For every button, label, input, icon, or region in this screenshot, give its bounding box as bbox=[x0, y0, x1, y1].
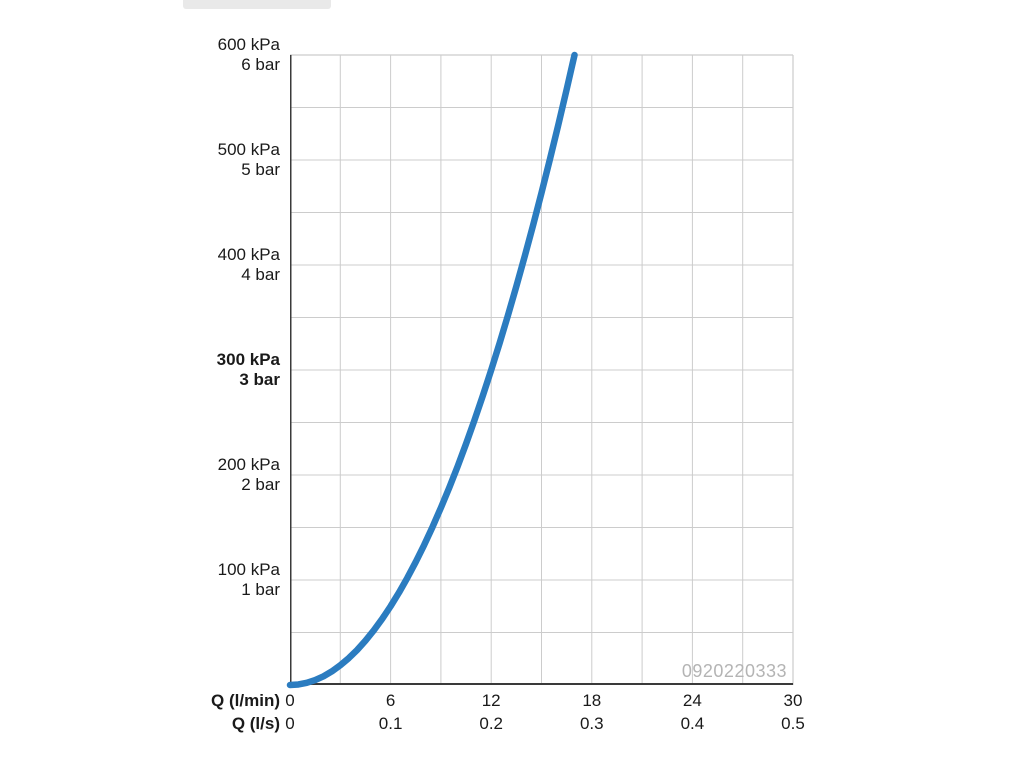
x-axis-title-ls: Q (l/s) bbox=[231, 714, 280, 733]
x-axis-title-lmin: Q (l/min) bbox=[211, 691, 280, 710]
y-label-300-kpa: 300 kPa bbox=[216, 350, 280, 369]
x-tick-ls-01: 0.1 bbox=[378, 714, 403, 733]
plot-area: 0920220333 bbox=[286, 51, 794, 689]
y-label-600-kpa: 600 kPa bbox=[217, 35, 280, 54]
y-label-100-kpa: 100 kPa bbox=[217, 560, 280, 579]
cropped-header-artifact bbox=[183, 0, 331, 9]
x-tick-lmin-18: 18 bbox=[582, 691, 602, 710]
y-label-400-bar: 4 bar bbox=[241, 265, 280, 284]
y-label-400: 400 kPa 4 bar bbox=[150, 245, 280, 285]
x-tick-lmin-12: 12 bbox=[481, 691, 501, 710]
y-label-500: 500 kPa 5 bar bbox=[150, 140, 280, 180]
x-tick-lmin-0: 0 bbox=[285, 691, 295, 710]
x-tick-lmin-6: 6 bbox=[385, 691, 396, 710]
x-tick-ls-0: 0 bbox=[285, 714, 295, 733]
watermark-text: 0920220333 bbox=[681, 661, 787, 681]
y-label-200-kpa: 200 kPa bbox=[217, 455, 280, 474]
y-label-300: 300 kPa 3 bar bbox=[150, 350, 280, 390]
x-tick-lmin-24: 24 bbox=[682, 691, 702, 710]
chart-svg bbox=[286, 51, 794, 689]
y-label-100-bar: 1 bar bbox=[241, 580, 280, 599]
x-tick-ls-02: 0.2 bbox=[479, 714, 504, 733]
x-tick-ls-03: 0.3 bbox=[579, 714, 604, 733]
x-tick-ls-04: 0.4 bbox=[680, 714, 705, 733]
y-label-600-bar: 6 bar bbox=[241, 55, 280, 74]
pressure-drop-curve bbox=[286, 51, 578, 689]
x-tick-ls-05: 0.5 bbox=[781, 714, 805, 733]
y-label-600: 600 kPa 6 bar bbox=[150, 35, 280, 75]
y-label-500-bar: 5 bar bbox=[241, 160, 280, 179]
x-tick-lmin-30: 30 bbox=[783, 691, 803, 710]
y-label-400-kpa: 400 kPa bbox=[217, 245, 280, 264]
y-label-500-kpa: 500 kPa bbox=[217, 140, 280, 159]
y-label-100: 100 kPa 1 bar bbox=[150, 560, 280, 600]
y-label-300-bar: 3 bar bbox=[239, 370, 280, 389]
y-label-200: 200 kPa 2 bar bbox=[150, 455, 280, 495]
y-label-200-bar: 2 bar bbox=[241, 475, 280, 494]
